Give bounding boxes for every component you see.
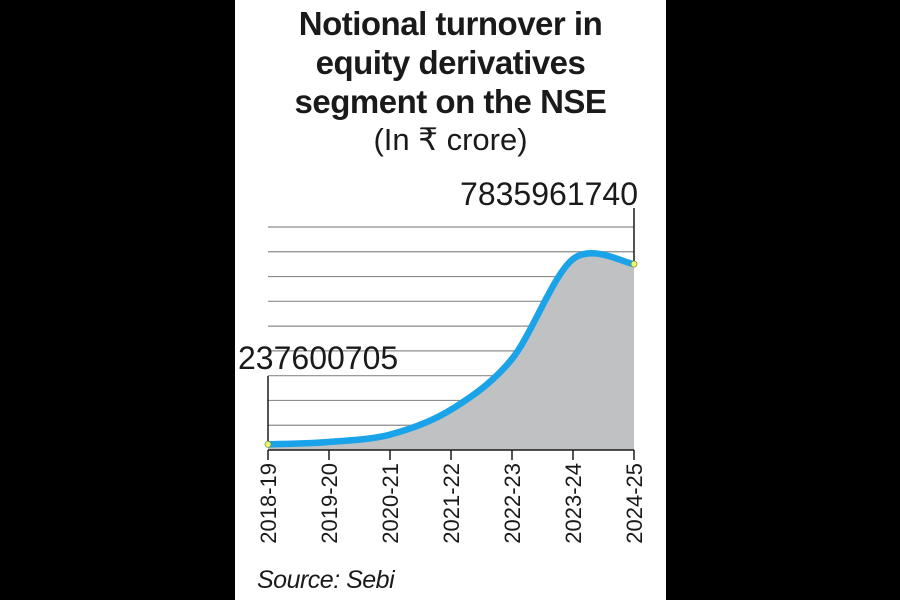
series-line	[264, 250, 638, 448]
annotation-label-end: 7835961740	[460, 176, 638, 212]
x-tick-label: 2024-25	[622, 463, 647, 544]
source-note: Source: Sebi	[257, 566, 395, 594]
data-point-marker	[630, 260, 638, 268]
x-tick-label: 2020-21	[378, 463, 403, 544]
area-chart: 2018-19 2019-20 2020-21 2021-22 2022-23 2023-…	[238, 176, 647, 544]
annotation-label-start: 237600705	[238, 340, 398, 376]
chart-panel: Notional turnover in equity derivatives …	[235, 0, 666, 600]
chart-subtitle: (In ₹ crore)	[373, 122, 528, 157]
chart-title-line-1: Notional turnover in	[298, 5, 603, 42]
x-tick-label: 2018-19	[256, 463, 281, 544]
x-tick-label: 2021-22	[439, 463, 464, 544]
x-tick-label: 2022-23	[500, 463, 525, 544]
chart-title-line-3: segment on the NSE	[294, 83, 607, 120]
chart-title-line-2: equity derivatives	[315, 44, 586, 81]
series-area	[268, 253, 634, 450]
data-point-marker	[264, 441, 272, 448]
x-tick-label: 2023-24	[561, 463, 586, 544]
x-tick-label: 2019-20	[317, 463, 342, 544]
